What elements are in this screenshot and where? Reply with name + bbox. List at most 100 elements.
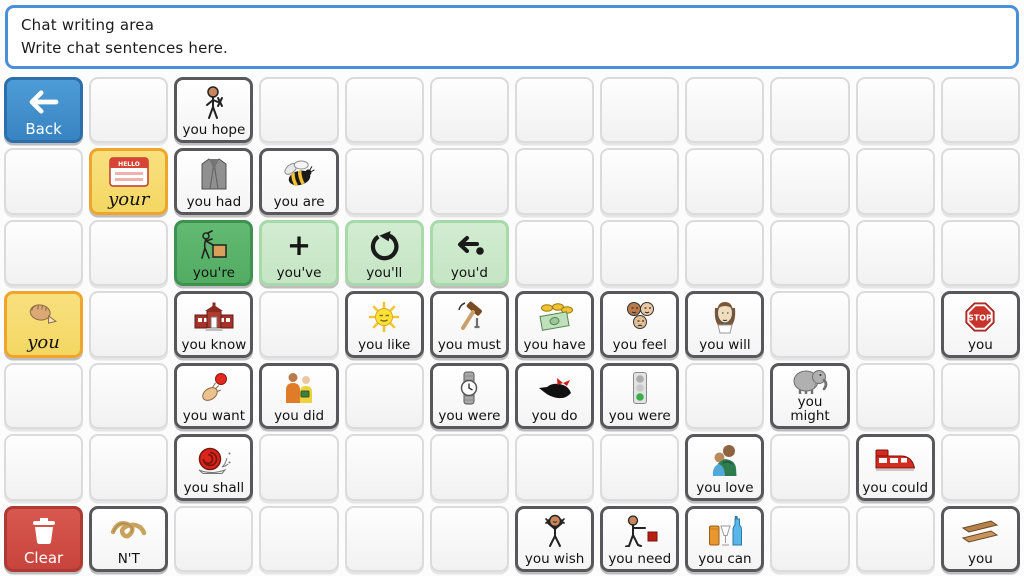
cell-you-can[interactable]: you can	[685, 505, 765, 572]
need-icon	[604, 511, 675, 552]
cell-your[interactable]: HELLO your	[89, 148, 169, 215]
cell-you-like[interactable]: you like	[344, 291, 424, 358]
cell-you-need[interactable]: you need	[600, 505, 680, 572]
cell-you-love[interactable]: you love	[685, 434, 765, 501]
wish-icon	[519, 511, 590, 552]
cell-you-must[interactable]: you must	[429, 291, 509, 358]
cell-you-shall[interactable]: you shall	[174, 434, 254, 501]
sun-icon	[349, 296, 420, 337]
empty-cell	[89, 291, 169, 358]
cell-you-will[interactable]: you will	[685, 291, 765, 358]
cell-you[interactable]: you	[940, 505, 1020, 572]
empty-cell	[344, 148, 424, 215]
train-icon	[860, 439, 931, 480]
svg-text:STOP: STOP	[969, 313, 993, 322]
watch-icon	[434, 368, 505, 409]
cell-label: you were	[438, 408, 501, 425]
chat-line-2: Write chat sentences here.	[21, 39, 228, 57]
cell-you[interactable]: you	[4, 291, 84, 358]
stop-icon: STOP	[945, 296, 1016, 337]
empty-cell	[89, 362, 169, 430]
hammer-icon	[434, 296, 505, 337]
pointing-finger-bow-icon	[519, 368, 590, 409]
cell-label: you want	[182, 408, 246, 425]
cell-you-re[interactable]: you're	[174, 219, 254, 287]
cell-label: you can	[698, 551, 752, 567]
cell-you-do[interactable]: you do	[514, 362, 595, 430]
empty-cell	[600, 434, 680, 501]
cell-you-did[interactable]: you did	[259, 362, 339, 430]
traffic-light-icon	[604, 368, 675, 409]
empty-cell	[344, 434, 424, 501]
cell-you[interactable]: STOP you	[940, 291, 1020, 358]
money-icon	[519, 296, 590, 337]
cell-you-want[interactable]: you want	[174, 362, 254, 430]
empty-cell	[4, 219, 84, 287]
cell-you-have[interactable]: you have	[514, 291, 595, 358]
cell-label: you had	[186, 193, 242, 210]
empty-cell	[514, 434, 595, 501]
empty-cell	[685, 219, 765, 287]
bee-icon	[263, 153, 334, 194]
cell-label: you're	[192, 265, 235, 282]
cell-you-feel[interactable]: you feel	[600, 291, 680, 358]
cell-label: you do	[531, 408, 578, 425]
empty-cell	[685, 77, 765, 144]
cell-label: you need	[608, 551, 672, 567]
empty-cell	[940, 362, 1020, 430]
empty-cell	[770, 505, 850, 572]
empty-cell	[940, 434, 1020, 501]
empty-cell	[259, 291, 339, 358]
empty-cell	[770, 77, 850, 144]
cell-you-wish[interactable]: you wish	[514, 505, 595, 572]
empty-cell	[770, 291, 850, 358]
cell-label: you know	[181, 336, 247, 353]
cell-you-were[interactable]: you were	[429, 362, 509, 430]
cell-you-know[interactable]: you know	[174, 291, 254, 358]
cell-back[interactable]: Back	[4, 77, 84, 144]
cell-n-t[interactable]: N'T	[89, 505, 169, 572]
elephant-icon	[774, 368, 845, 395]
cell-you-could[interactable]: you could	[855, 434, 935, 501]
cell-label: you'd	[450, 265, 488, 282]
empty-cell	[344, 362, 424, 430]
cell-label: you have	[523, 336, 586, 353]
cell-you-had[interactable]: you had	[174, 148, 254, 215]
cell-label: you are	[273, 193, 325, 210]
drinks-icon	[689, 511, 760, 552]
empty-cell	[685, 148, 765, 215]
cell-you-ll[interactable]: you'll	[344, 219, 424, 287]
cell-label: N'T	[117, 551, 140, 567]
empty-cell	[429, 505, 509, 572]
cell-you-were[interactable]: you were	[600, 362, 680, 430]
empty-cell	[514, 148, 595, 215]
empty-cell	[4, 434, 84, 501]
fingers-crossed-icon	[178, 82, 249, 123]
empty-cell	[259, 505, 339, 572]
cell-label: you wish	[524, 551, 585, 567]
cell-label: you must	[437, 336, 501, 353]
empty-cell	[940, 219, 1020, 287]
cell-you-hope[interactable]: you hope	[174, 77, 254, 144]
jacket-icon	[178, 153, 249, 194]
empty-cell	[429, 148, 509, 215]
reach-ball-icon	[178, 368, 249, 409]
chat-writing-area[interactable]: Chat writing area Write chat sentences h…	[5, 5, 1019, 69]
empty-cell	[89, 219, 169, 287]
cell-you-ve[interactable]: + you've	[259, 219, 339, 287]
cell-you-might[interactable]: you might	[770, 362, 850, 430]
cell-you-d[interactable]: you'd	[429, 219, 509, 287]
empty-cell	[855, 77, 935, 144]
chat-line-1: Chat writing area	[21, 16, 155, 34]
empty-cell	[429, 434, 509, 501]
cell-label: you might	[790, 394, 830, 425]
cell-you-are[interactable]: you are	[259, 148, 339, 215]
empty-cell	[770, 219, 850, 287]
back-arrow-dot-icon	[434, 225, 505, 266]
cell-clear[interactable]: Clear	[4, 505, 84, 572]
cell-label: you shall	[183, 479, 245, 496]
wood-icon	[945, 511, 1016, 552]
two-people-icon	[263, 368, 334, 409]
empty-cell	[940, 77, 1020, 144]
word-grid: Back you hope HELLO your you had you are you'r…	[4, 77, 1020, 572]
